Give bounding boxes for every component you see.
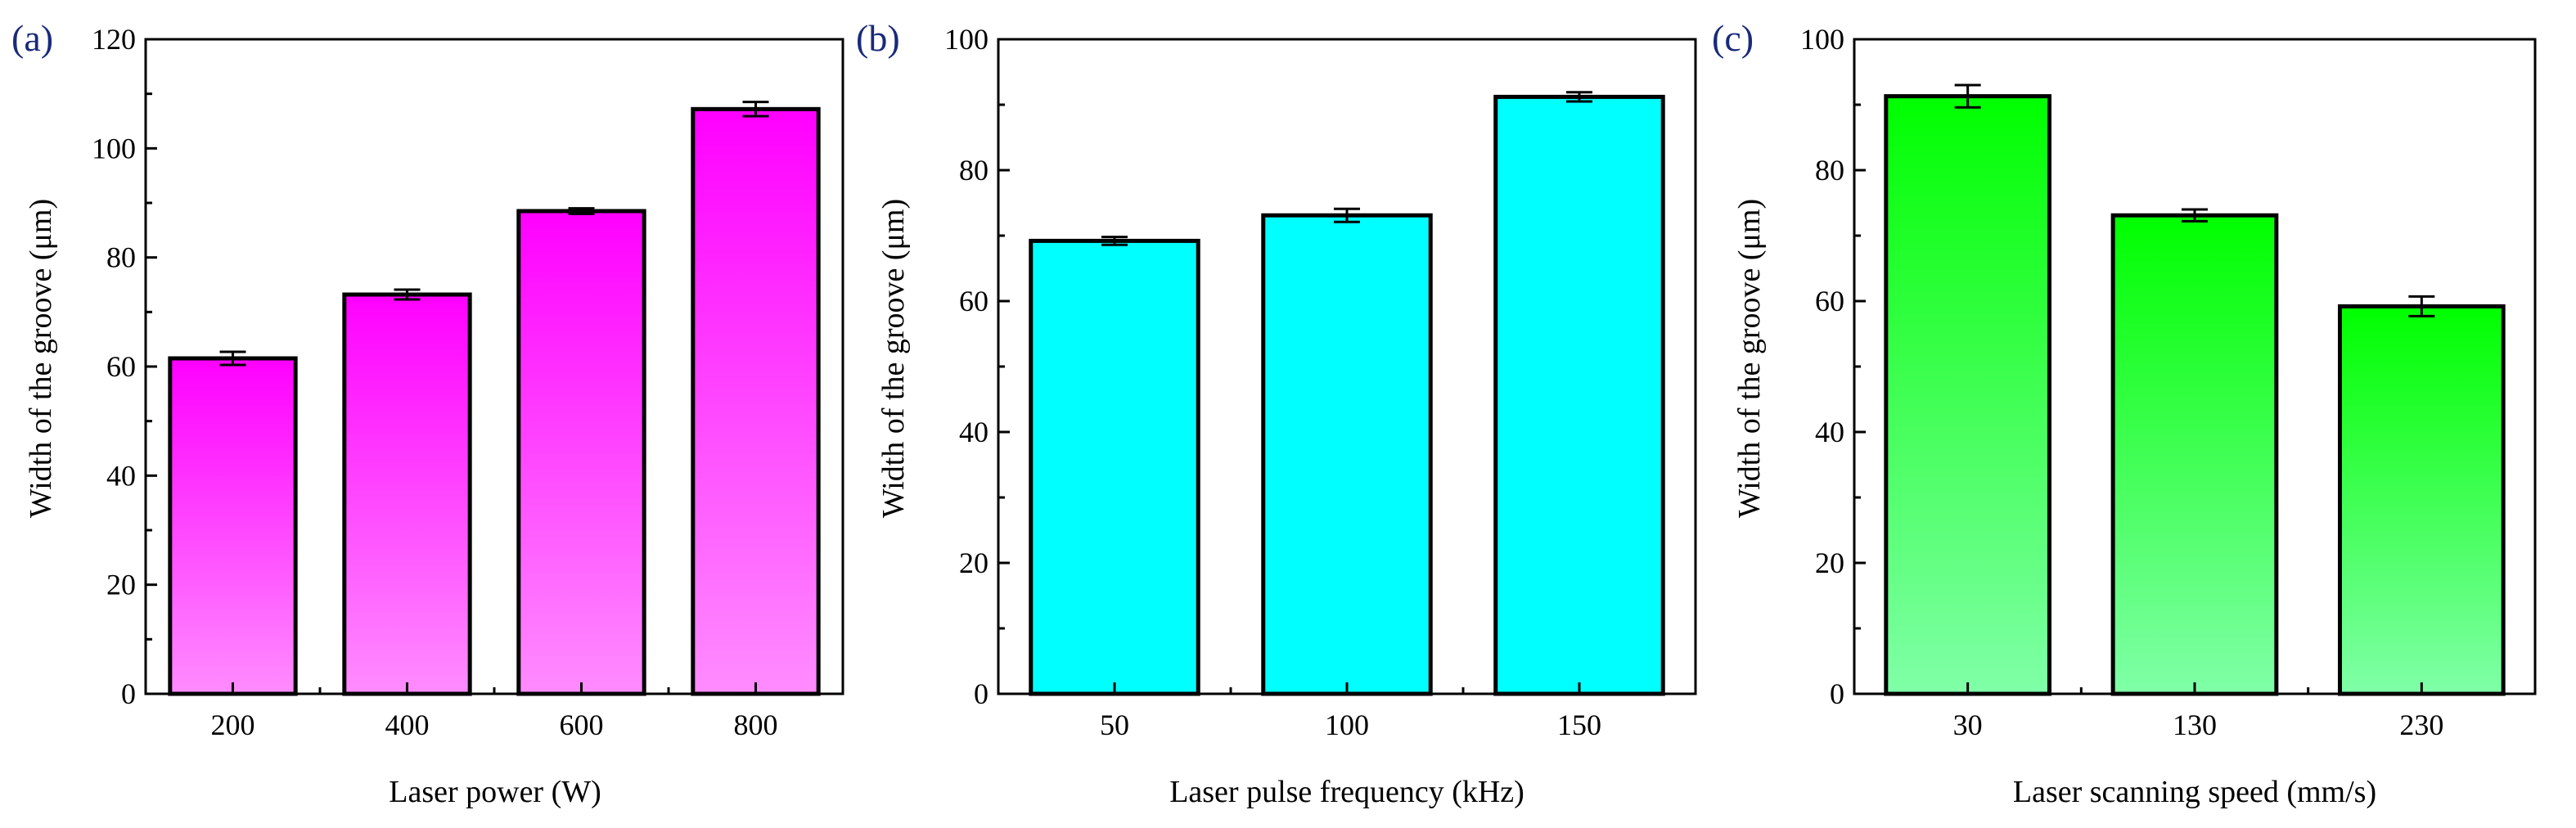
panel-c: (c) Width of the groove (μm) Laser scann…: [1712, 17, 2537, 809]
y-tick-label: 100: [92, 132, 136, 164]
bar-800: [691, 106, 821, 696]
panel-b: (b) Width of the groove (μm) Laser pulse…: [856, 17, 1697, 809]
panel-label: (c): [1712, 17, 1754, 59]
x-tick-label: 230: [2399, 709, 2443, 741]
y-tick-label: 0: [121, 677, 136, 710]
y-tick-label: 20: [1815, 547, 1844, 579]
bar-230: [2337, 304, 2506, 696]
y-tick-label: 80: [106, 241, 136, 274]
bar-200: [168, 356, 298, 696]
bar-150: [1493, 94, 1665, 696]
bar-400: [342, 292, 472, 696]
bar-130: [2110, 213, 2279, 696]
bar-100: [1261, 213, 1433, 696]
y-tick-label: 20: [959, 547, 989, 579]
x-tick-label: 600: [560, 709, 604, 741]
y-tick-label: 80: [1815, 154, 1844, 187]
y-tick-label: 40: [106, 459, 136, 492]
y-tick-label: 40: [959, 416, 989, 448]
x-tick-label: 50: [1100, 709, 1129, 741]
bar-600: [516, 209, 646, 696]
y-axis-title: Width of the groove (μm): [24, 199, 58, 518]
y-tick-label: 100: [944, 23, 989, 56]
y-tick-label: 40: [1815, 416, 1844, 448]
panel-label: (b): [856, 17, 900, 59]
y-axis-title: Width of the groove (μm): [876, 199, 911, 518]
x-tick-label: 150: [1557, 709, 1601, 741]
y-tick-label: 60: [106, 350, 136, 383]
x-tick-label: 200: [211, 709, 255, 741]
y-tick-label: 0: [974, 677, 989, 710]
y-tick-label: 80: [959, 154, 989, 187]
y-tick-label: 0: [1830, 677, 1844, 710]
panel-label: (a): [11, 17, 53, 59]
x-axis-title: Laser scanning speed (mm/s): [2013, 775, 2376, 809]
x-tick-label: 400: [385, 709, 430, 741]
bar-50: [1029, 238, 1200, 696]
x-tick-label: 800: [734, 709, 778, 741]
y-tick-label: 120: [92, 23, 136, 56]
x-axis-title: Laser power (W): [389, 775, 601, 809]
y-tick-label: 20: [106, 569, 136, 601]
x-axis-title: Laser pulse frequency (kHz): [1169, 775, 1524, 809]
panel-a: (a) Width of the groove (μm) Laser power…: [11, 17, 844, 809]
x-tick-label: 100: [1325, 709, 1369, 741]
x-tick-label: 30: [1953, 709, 1983, 741]
y-tick-label: 60: [1815, 285, 1844, 317]
x-tick-label: 130: [2173, 709, 2217, 741]
bar-30: [1884, 94, 2052, 696]
y-tick-label: 60: [959, 285, 989, 317]
y-tick-label: 100: [1800, 23, 1844, 56]
y-axis-title: Width of the groove (μm): [1732, 199, 1767, 518]
